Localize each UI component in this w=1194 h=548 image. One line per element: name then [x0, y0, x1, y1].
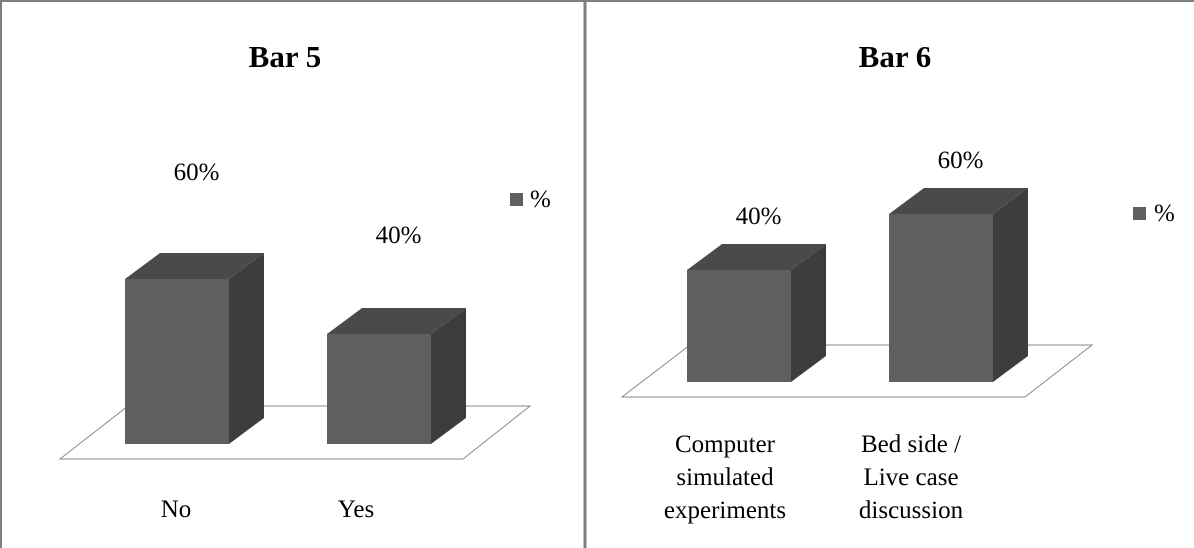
bar-side: [993, 188, 1028, 382]
category-label-line: Bed side /: [861, 431, 961, 458]
category-label-line: Yes: [338, 496, 374, 523]
legend: %: [510, 186, 551, 213]
bar: [687, 244, 826, 382]
bar-6-chart: Bar 6 40% Computer simulated experiments 60%…: [620, 39, 1175, 524]
bar-top: [687, 244, 826, 270]
data-label: 60%: [174, 159, 220, 186]
legend-swatch: [510, 193, 523, 206]
category-label-line: Live case: [863, 464, 958, 491]
bar-top: [327, 308, 466, 334]
bar-side: [229, 253, 264, 444]
bar-front: [327, 334, 431, 444]
bar: [889, 188, 1028, 382]
bar-front: [125, 279, 229, 444]
legend-label: %: [1154, 200, 1175, 227]
bar-top: [125, 253, 264, 279]
category-label: No: [161, 496, 192, 523]
data-label: 60%: [938, 147, 984, 174]
bar-side: [431, 308, 466, 444]
bar-top: [889, 188, 1028, 214]
bar: [327, 308, 466, 444]
category-label: Computer simulated experiments: [664, 431, 786, 524]
category-label-line: simulated: [676, 464, 774, 491]
category-label: Bed side / Live case discussion: [859, 431, 964, 524]
category-label: Yes: [338, 496, 374, 523]
data-label: 40%: [736, 203, 782, 230]
data-label: 40%: [376, 222, 422, 249]
bar-front: [889, 214, 993, 382]
bar: [125, 253, 264, 444]
bar-front: [687, 270, 791, 382]
legend-swatch: [1133, 207, 1146, 220]
category-label-line: Computer: [675, 431, 776, 458]
legend-label: %: [530, 186, 551, 213]
chart-title: Bar 5: [249, 39, 322, 74]
category-label-line: No: [161, 496, 192, 523]
bar-side: [791, 244, 826, 382]
legend: %: [1133, 200, 1175, 227]
bar-5-chart: Bar 5 60% No 40% Yes %: [58, 39, 551, 523]
category-label-line: experiments: [664, 497, 786, 524]
chart-title: Bar 6: [859, 39, 932, 74]
category-label-line: discussion: [859, 497, 964, 524]
